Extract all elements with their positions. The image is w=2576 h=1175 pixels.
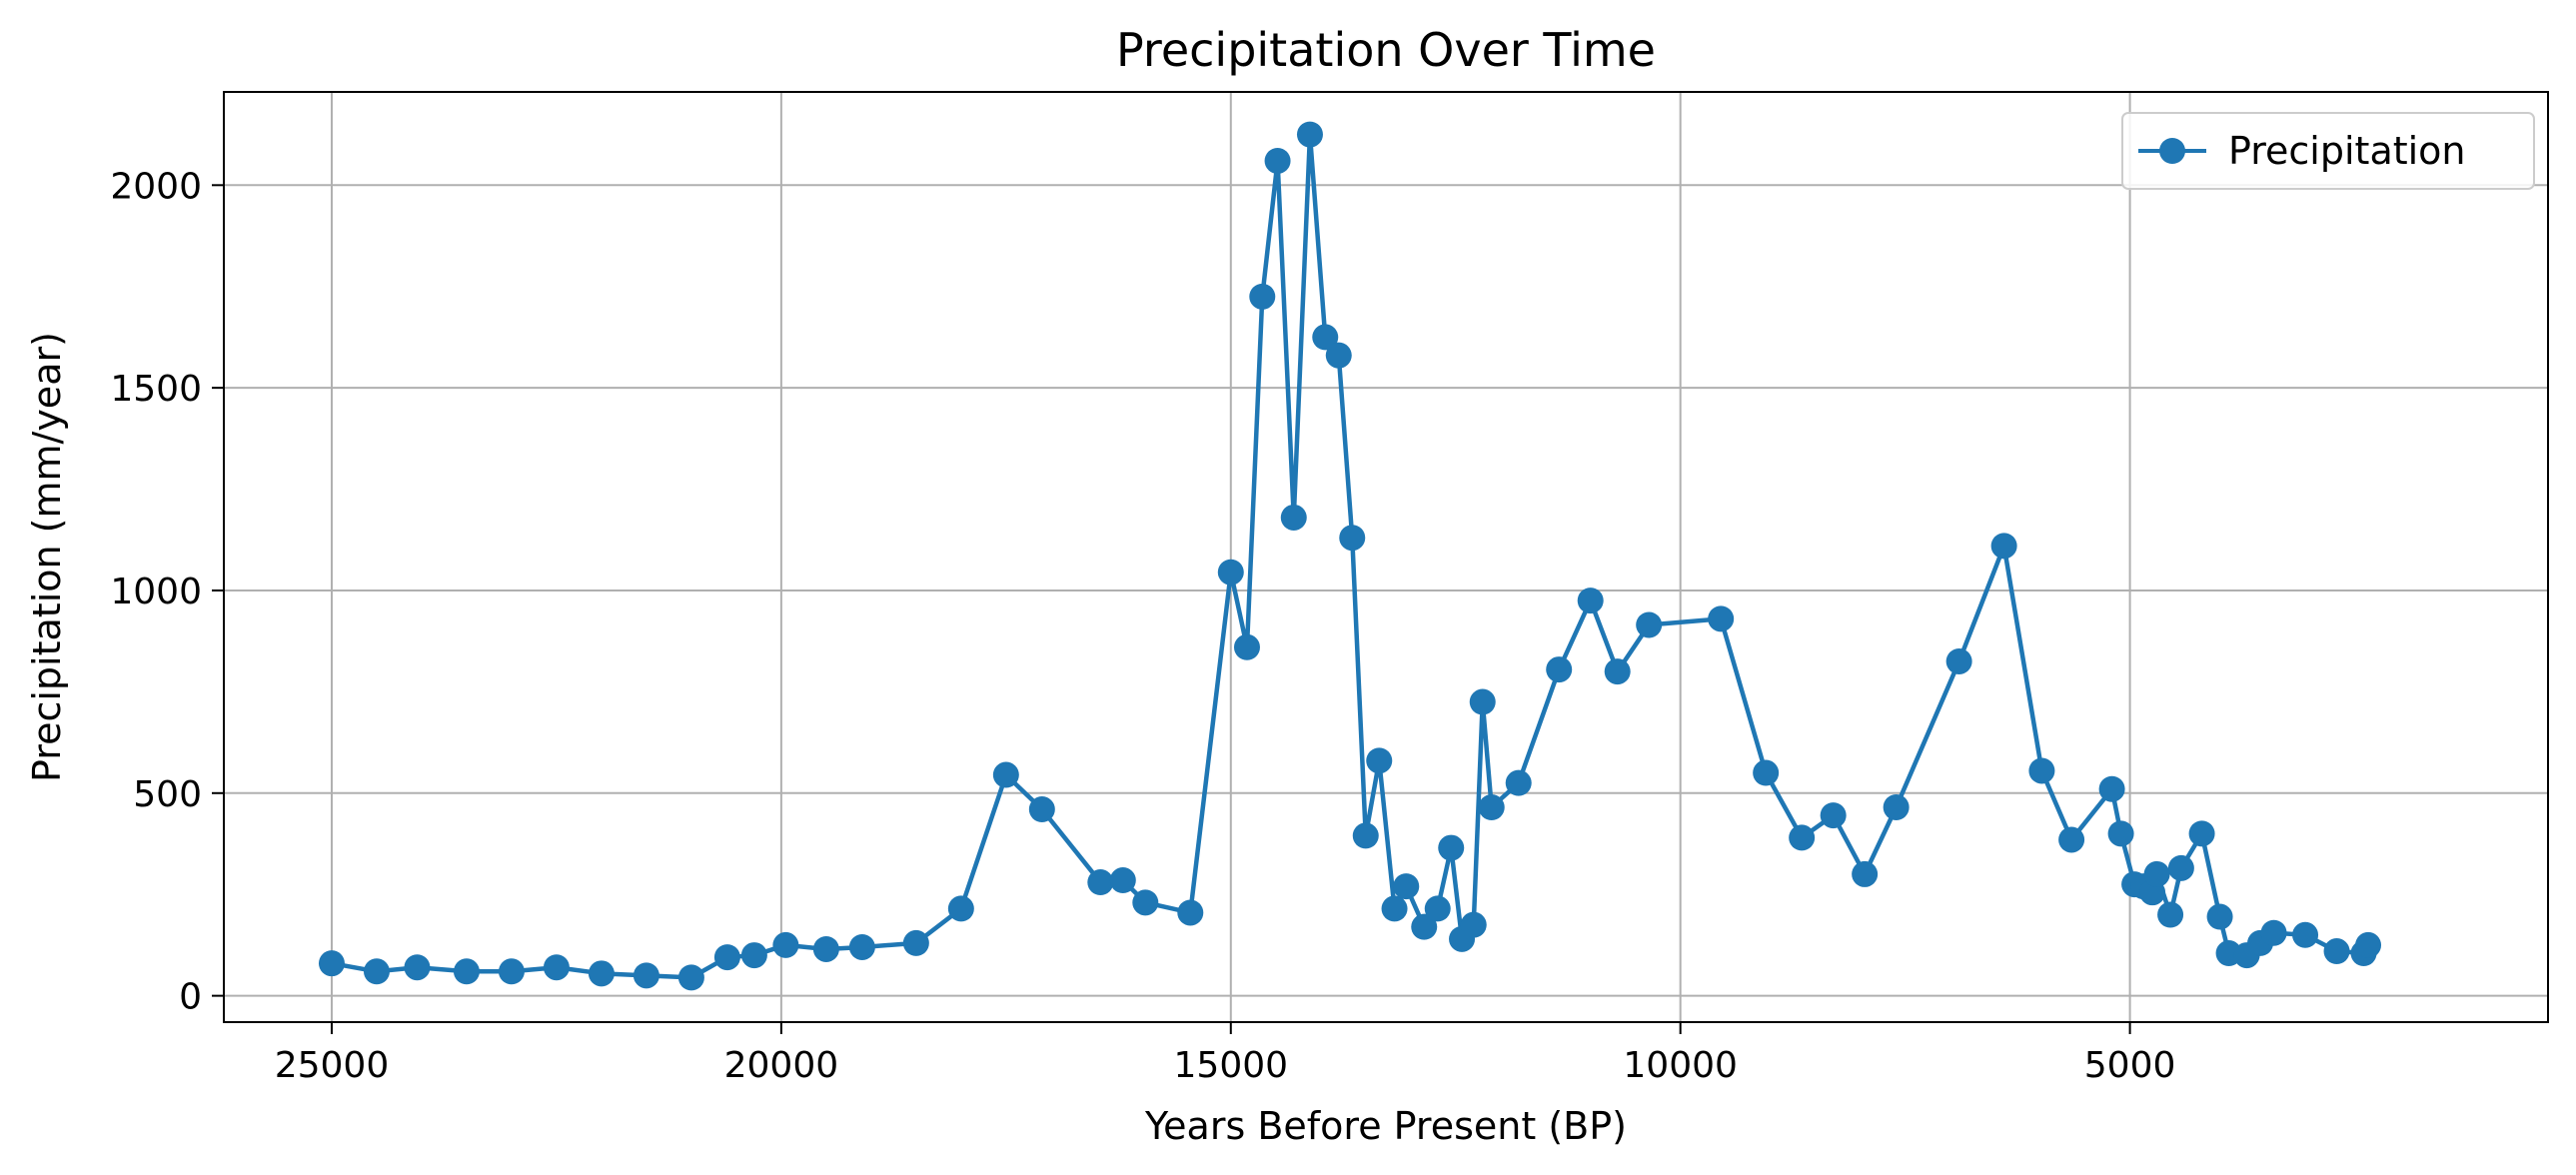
data-point [1325, 342, 1352, 369]
data-point [1753, 759, 1780, 786]
data-point [1478, 793, 1505, 820]
x-tick-label: 20000 [724, 1045, 839, 1086]
y-axis-title: Precipitation (mm/year) [25, 332, 69, 782]
data-point [1087, 869, 1114, 896]
data-point [1352, 822, 1379, 849]
data-point [1249, 283, 1276, 310]
data-point [633, 962, 659, 989]
data-point [1233, 633, 1260, 660]
data-point [848, 933, 875, 960]
y-tick-label: 1500 [110, 369, 202, 410]
data-point [588, 960, 615, 987]
x-axis-title: Years Before Present (BP) [1144, 1104, 1627, 1148]
data-point [1028, 796, 1055, 823]
data-point [1708, 605, 1735, 632]
y-tick-label: 0 [179, 977, 202, 1018]
data-point [404, 954, 431, 981]
data-point [1460, 911, 1487, 938]
y-tick-label: 500 [133, 774, 202, 815]
data-point [2206, 903, 2233, 930]
data-point [992, 761, 1019, 788]
data-point [1177, 899, 1204, 926]
x-tick-label: 10000 [1623, 1045, 1738, 1086]
series-layer [318, 121, 2382, 991]
legend-dot-marker [2159, 138, 2185, 164]
data-point [1264, 147, 1291, 174]
data-point [363, 958, 390, 985]
data-point [2167, 854, 2194, 881]
data-point [2292, 921, 2319, 948]
data-point [318, 950, 345, 977]
data-point [1411, 913, 1438, 940]
plot-frame [223, 91, 2549, 1023]
chart-title: Precipitation Over Time [1116, 23, 1656, 77]
legend-label: Precipitation [2228, 129, 2466, 173]
data-point [543, 954, 570, 981]
data-point [2143, 860, 2170, 887]
data-point [1852, 860, 1879, 887]
data-point [1505, 769, 1532, 796]
data-point [1132, 889, 1159, 916]
x-tick-label: 15000 [1174, 1045, 1289, 1086]
data-point [1424, 895, 1451, 922]
data-point [713, 944, 740, 971]
ticks: 25000 20000 15000 10000 5000 0 500 1000 1500 2000 [110, 166, 2175, 1086]
data-point [1469, 688, 1496, 715]
data-point [1109, 867, 1136, 894]
data-point [1636, 611, 1663, 638]
data-point [498, 958, 525, 985]
data-point [2028, 757, 2055, 784]
x-tick-label: 5000 [2084, 1045, 2176, 1086]
data-point [453, 958, 480, 985]
data-point [2107, 820, 2134, 847]
data-point [1820, 802, 1847, 829]
data-point [2188, 820, 2215, 847]
data-point [947, 895, 974, 922]
data-point [2355, 931, 2382, 958]
data-point [1883, 793, 1910, 820]
data-point [1312, 324, 1339, 351]
data-point [772, 931, 799, 958]
data-point [2157, 901, 2184, 928]
data-point [1296, 121, 1323, 148]
data-point [2098, 775, 2125, 802]
data-point [1604, 658, 1631, 685]
data-point [677, 964, 704, 991]
legend: Precipitation [2121, 112, 2535, 190]
data-point [902, 929, 929, 956]
data-point [1789, 824, 1816, 851]
data-point [1366, 747, 1393, 774]
data-point [1217, 559, 1244, 586]
data-point [2058, 826, 2085, 853]
data-point [1945, 647, 1972, 674]
data-point [1990, 533, 2017, 560]
data-point [1393, 873, 1420, 900]
data-point [812, 935, 839, 962]
data-point [2260, 919, 2287, 946]
data-point [1577, 588, 1604, 614]
x-tick-label: 25000 [275, 1045, 390, 1086]
y-tick-label: 1000 [110, 572, 202, 612]
data-point [1280, 504, 1307, 531]
y-tick-label: 2000 [110, 166, 202, 207]
data-point [740, 942, 767, 969]
legend-box [2121, 112, 2535, 190]
data-point [1438, 834, 1465, 861]
data-point [1546, 656, 1573, 683]
data-point [2323, 938, 2350, 965]
data-point [1381, 895, 1408, 922]
data-point [1339, 525, 1366, 552]
